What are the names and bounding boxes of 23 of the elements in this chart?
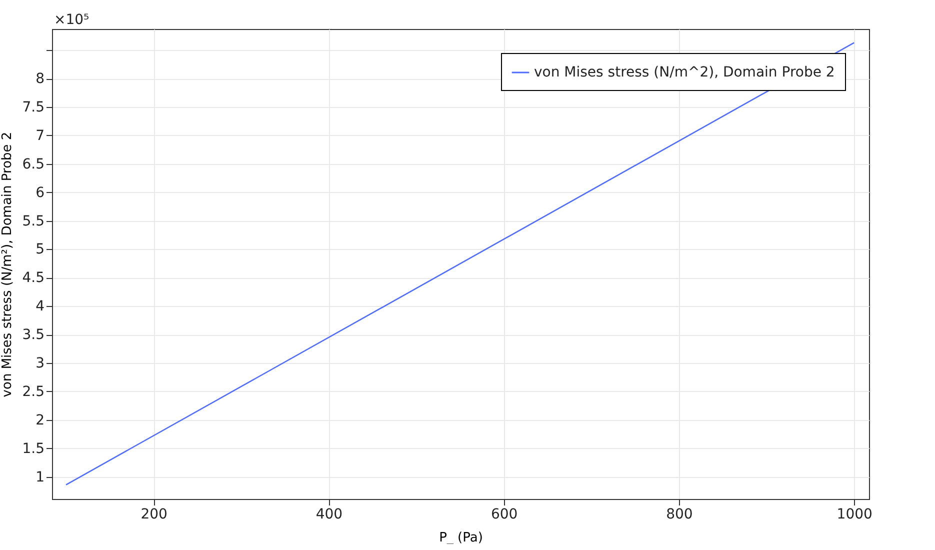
y-tick-label: 2.5 <box>22 384 44 400</box>
y-tick-label: 3.5 <box>22 327 44 344</box>
y-tick-label: 7.5 <box>22 99 44 116</box>
y-tick-label: 4 <box>36 298 45 315</box>
y-tick-label: 5.5 <box>22 213 44 230</box>
x-tick-label: 1000 <box>836 506 872 522</box>
legend-label: von Mises stress (N/m^2), Domain Probe 2 <box>534 64 835 80</box>
y-axis-title: von Mises stress (N/m²), Domain Probe 2 <box>0 132 16 398</box>
y-tick-label: 6.5 <box>22 156 44 172</box>
y-tick-label: 5 <box>36 242 44 258</box>
text: ×10⁵ <box>54 12 90 28</box>
x-tick-label: 600 <box>490 506 518 522</box>
y-tick-label: 8 <box>36 71 44 88</box>
y-tick-label: 1.5 <box>22 440 44 457</box>
y-tick-label: 7 <box>36 128 44 144</box>
y-tick-label: 6 <box>36 184 45 201</box>
x-tick-label: 800 <box>666 506 693 522</box>
x-tick-label: 400 <box>316 506 343 522</box>
y-tick-label: 4.5 <box>22 270 44 286</box>
y-tick-label: 1 <box>36 469 44 486</box>
y-tick-label: 2 <box>36 412 44 428</box>
x-tick-label: 200 <box>140 506 168 522</box>
y-tick-label: 3 <box>36 356 44 372</box>
